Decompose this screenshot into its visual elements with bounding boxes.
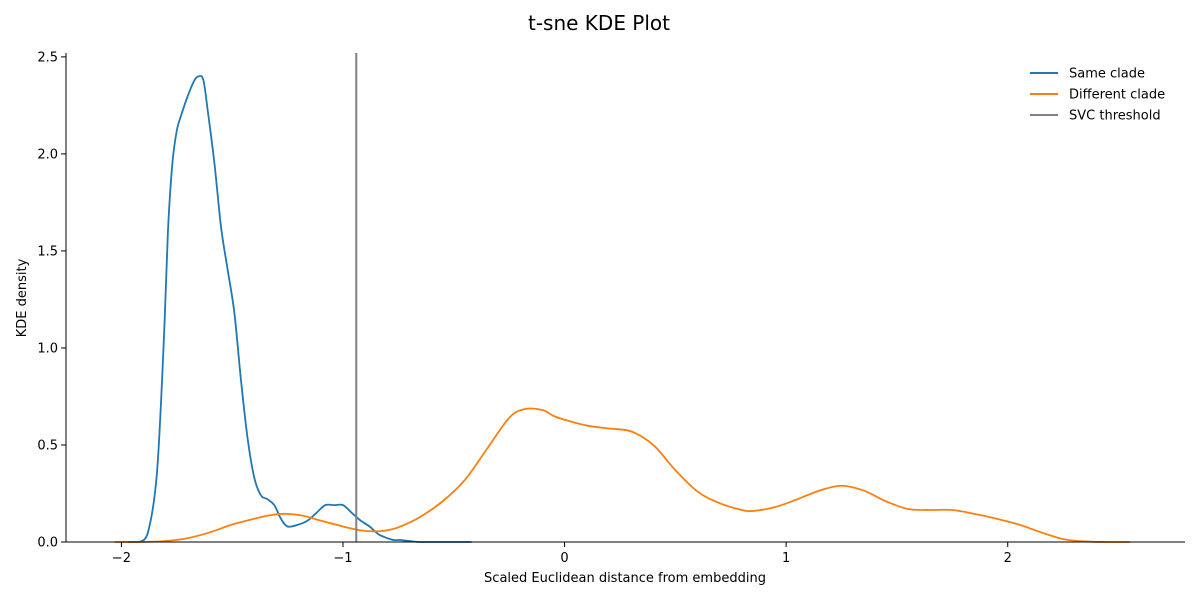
different-clade-kde-line — [114, 407, 1130, 543]
same-clade-kde-line — [128, 75, 472, 543]
y-tick-label: 0.5 — [37, 438, 58, 453]
y-axis-label: KDE density — [15, 258, 30, 337]
x-tick-label: 2 — [1004, 551, 1012, 566]
plot-area — [114, 53, 1130, 543]
legend-item-different-clade: Different clade — [1030, 88, 1165, 103]
legend-label: Different clade — [1069, 88, 1165, 103]
y-tick-label: 0.0 — [37, 536, 58, 551]
y-axis: 0.0 0.5 1.0 1.5 2.0 2.5 — [37, 50, 67, 551]
legend-label: SVC threshold — [1069, 109, 1161, 124]
y-tick-label: 2.0 — [37, 147, 58, 162]
legend-item-same-clade: Same clade — [1030, 67, 1145, 82]
legend-label: Same clade — [1069, 67, 1145, 82]
x-axis-label: Scaled Euclidean distance from embedding — [484, 571, 766, 586]
legend-item-svc-threshold: SVC threshold — [1030, 109, 1161, 124]
legend: Same clade Different clade SVC threshold — [1030, 67, 1165, 124]
y-tick-label: 1.0 — [37, 341, 58, 356]
x-tick-label: 0 — [560, 551, 568, 566]
x-axis: −2 −1 0 1 2 — [66, 541, 1185, 566]
x-tick-label: −2 — [112, 551, 131, 566]
x-tick-label: 1 — [782, 551, 790, 566]
x-tick-label: −1 — [333, 551, 352, 566]
y-tick-label: 2.5 — [37, 50, 58, 65]
y-tick-label: 1.5 — [37, 244, 58, 259]
chart-title: t-sne KDE Plot — [528, 11, 670, 35]
